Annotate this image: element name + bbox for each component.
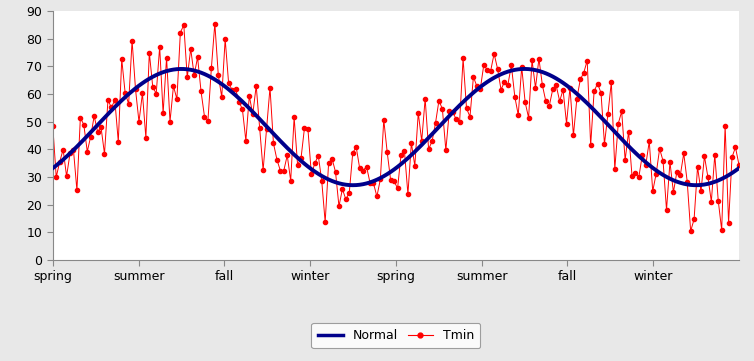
Legend: Normal, Tmin: Normal, Tmin bbox=[311, 323, 480, 348]
